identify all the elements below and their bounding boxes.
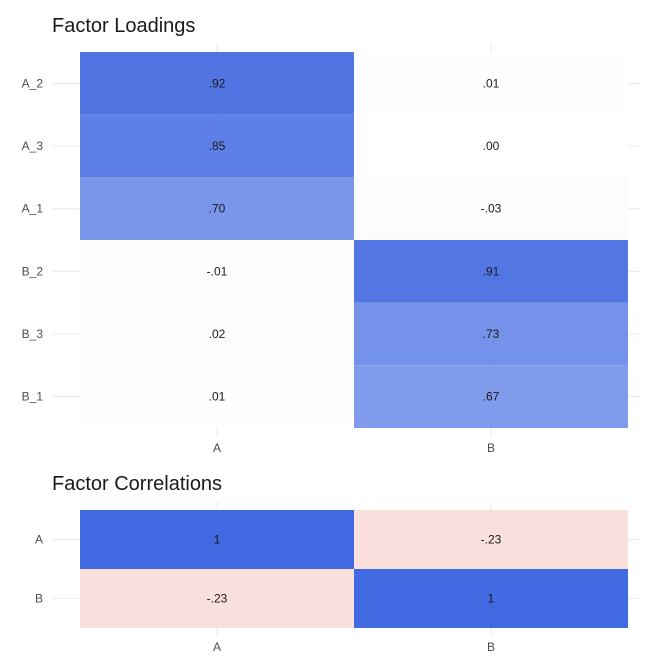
correlations-y-tick: A xyxy=(35,533,43,547)
loadings-cell xyxy=(354,177,628,240)
loadings-y-tick: A_2 xyxy=(22,76,44,90)
loadings-panel: .92 .01 .85 .00 .70 -.03 -.01 .91 .02 .73 .01 .67 A_… xyxy=(22,15,640,455)
loadings-x-tick: A xyxy=(213,441,221,455)
correlations-cell xyxy=(354,510,628,569)
correlations-cell xyxy=(80,569,354,628)
loadings-y-tick: A_1 xyxy=(22,202,44,216)
correlations-panel: 1 -.23 -.23 1 A B A B Factor Correlations xyxy=(35,473,640,654)
correlations-cell-label: 1 xyxy=(488,592,495,606)
loadings-cell xyxy=(354,114,628,178)
loadings-cell xyxy=(354,302,628,366)
correlations-title: Factor Correlations xyxy=(52,473,222,495)
correlations-cell xyxy=(354,569,628,628)
loadings-cell xyxy=(354,240,628,303)
correlations-cell xyxy=(80,510,354,569)
correlations-cell-label: -.23 xyxy=(207,592,228,606)
loadings-cell-label: .85 xyxy=(209,139,226,153)
loadings-y-tick: B_3 xyxy=(22,327,44,341)
correlations-cell-label: -.23 xyxy=(481,533,502,547)
loadings-cell-label: .92 xyxy=(209,76,226,90)
loadings-cell xyxy=(80,177,354,240)
loadings-cell xyxy=(80,302,354,366)
loadings-cell-label: .01 xyxy=(209,390,226,404)
loadings-cell-label: .91 xyxy=(483,264,500,278)
loadings-cell-label: -.01 xyxy=(207,264,228,278)
loadings-title: Factor Loadings xyxy=(52,15,195,37)
loadings-cell xyxy=(80,52,354,115)
loadings-cell-label: .73 xyxy=(483,327,500,341)
correlations-x-tick: B xyxy=(487,640,495,654)
loadings-cell xyxy=(354,365,628,428)
loadings-y-tick: A_3 xyxy=(22,139,44,153)
loadings-cell xyxy=(80,365,354,428)
loadings-cell-label: .70 xyxy=(209,202,226,216)
correlations-y-tick: B xyxy=(35,592,43,606)
loadings-x-tick: B xyxy=(487,441,495,455)
loadings-cell-label: -.03 xyxy=(481,202,502,216)
correlations-cell-label: 1 xyxy=(214,533,221,547)
loadings-y-tick: B_1 xyxy=(22,390,44,404)
loadings-cell-label: .01 xyxy=(483,76,500,90)
correlations-x-tick: A xyxy=(213,640,221,654)
loadings-cell xyxy=(354,52,628,115)
loadings-cell-label: .67 xyxy=(483,390,500,404)
loadings-cell xyxy=(80,240,354,303)
loadings-cell-label: .00 xyxy=(483,139,500,153)
loadings-cell xyxy=(80,114,354,178)
loadings-cell-label: .02 xyxy=(209,327,226,341)
loadings-y-tick: B_2 xyxy=(22,264,44,278)
